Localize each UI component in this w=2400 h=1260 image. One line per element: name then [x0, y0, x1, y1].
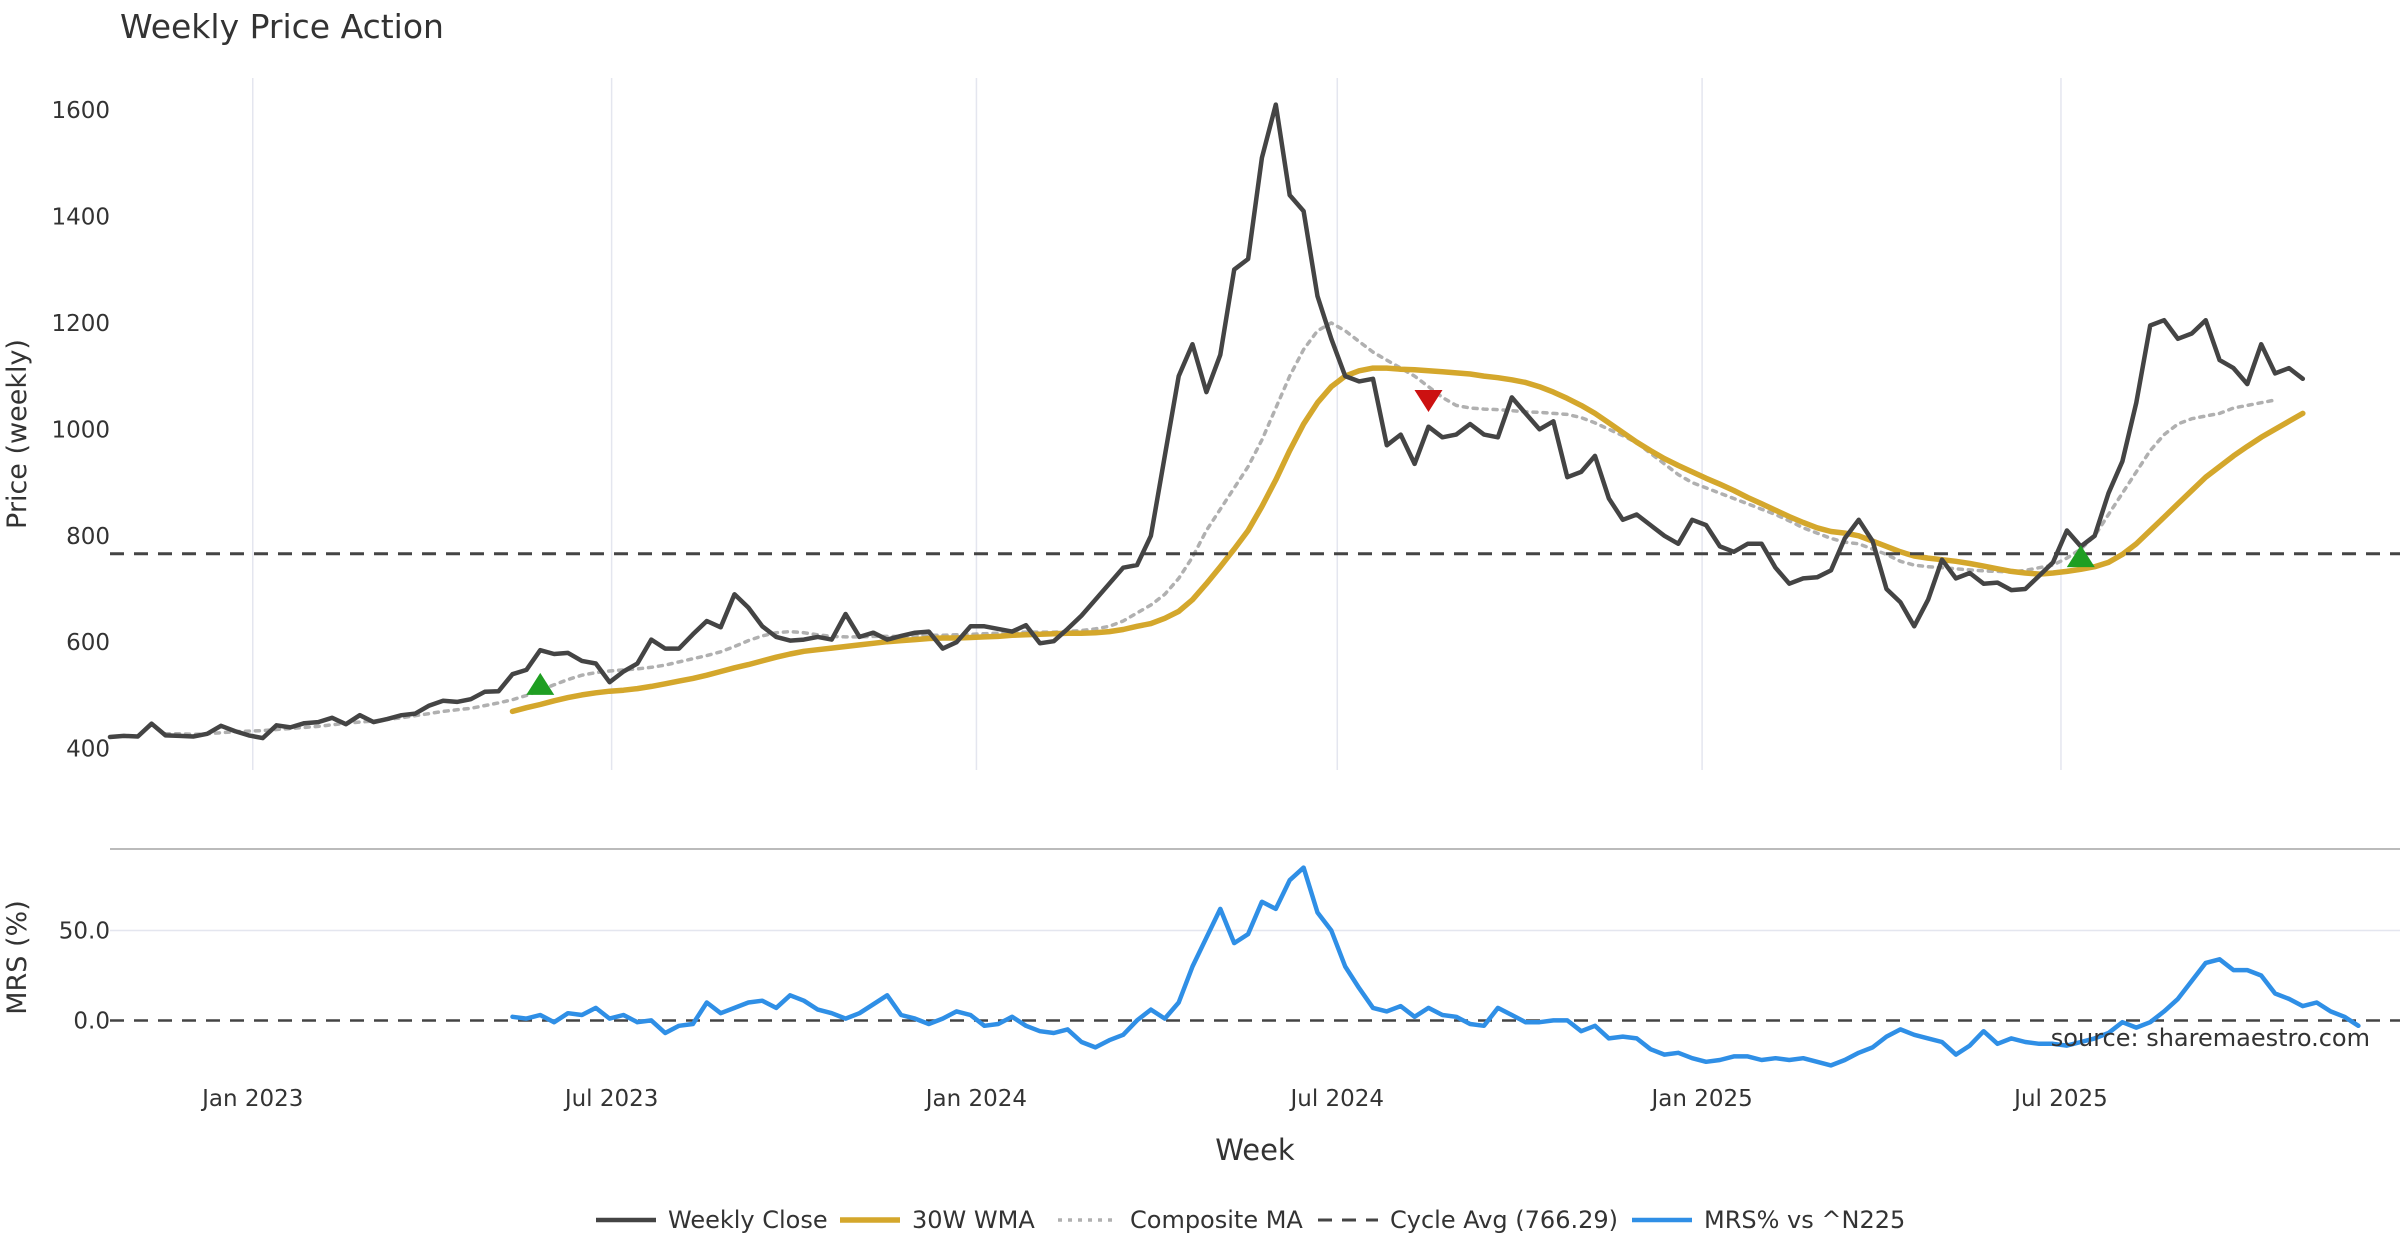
price-y-tick-label: 1400: [51, 204, 110, 230]
sell-signal-marker: [1414, 390, 1443, 413]
legend-label: Weekly Close: [668, 1206, 828, 1234]
x-tick-label: Jan 2025: [1649, 1086, 1752, 1112]
price-y-axis-label: Price (weekly): [2, 339, 33, 529]
price-y-tick-label: 1000: [51, 417, 110, 443]
legend-item-cycle: Cycle Avg (766.29): [1318, 1206, 1618, 1234]
mrs-panel: 0.0 50.0 MRS (%): [2, 865, 2400, 1068]
wma-series-line: [509, 365, 2306, 715]
price-y-tick-label: 800: [66, 524, 110, 550]
x-axis-label: Week: [1215, 1133, 1295, 1167]
price-y-tick-label: 1600: [51, 98, 110, 124]
chart-title: Weekly Price Action: [120, 7, 444, 46]
x-tick-label: Jan 2024: [924, 1086, 1027, 1112]
price-y-tick-label: 600: [66, 630, 110, 656]
source-note: source: sharemaestro.com: [2051, 1024, 2370, 1052]
close-series-line: [107, 102, 2306, 741]
composite-series-line: [163, 321, 2277, 737]
x-tick-label: Jul 2024: [1288, 1086, 1384, 1112]
legend-label: 30W WMA: [912, 1206, 1035, 1234]
x-tick-label: Jul 2023: [563, 1086, 659, 1112]
x-axis: Jan 2023 Jul 2023 Jan 2024 Jul 2024 Jan 2025…: [200, 1086, 2108, 1167]
legend-item-composite: Composite MA: [1058, 1206, 1303, 1234]
mrs-y-tick-label: 50.0: [59, 919, 110, 945]
legend: Weekly Close 30W WMA Composite MA Cycle Avg…: [596, 1206, 1905, 1234]
buy-signal-marker: [2066, 545, 2095, 568]
price-y-tick-label: 400: [66, 737, 110, 763]
legend-label: MRS% vs ^N225: [1704, 1206, 1905, 1234]
legend-label: Composite MA: [1130, 1206, 1303, 1234]
legend-item-mrs: MRS% vs ^N225: [1632, 1206, 1905, 1234]
price-panel: 400 600 800 1000 1200 1400 1600 Price (weekly): [2, 78, 2400, 770]
legend-item-wma: 30W WMA: [840, 1206, 1035, 1234]
mrs-y-axis-label: MRS (%): [2, 900, 33, 1015]
price-y-tick-label: 1200: [51, 311, 110, 337]
buy-signal-marker: [526, 672, 555, 695]
mrs-series-line: [510, 865, 2361, 1068]
x-tick-label: Jan 2023: [200, 1086, 303, 1112]
legend-item-close: Weekly Close: [596, 1206, 828, 1234]
x-tick-label: Jul 2025: [2012, 1086, 2108, 1112]
mrs-y-tick-label: 0.0: [73, 1008, 110, 1034]
legend-label: Cycle Avg (766.29): [1390, 1206, 1618, 1234]
